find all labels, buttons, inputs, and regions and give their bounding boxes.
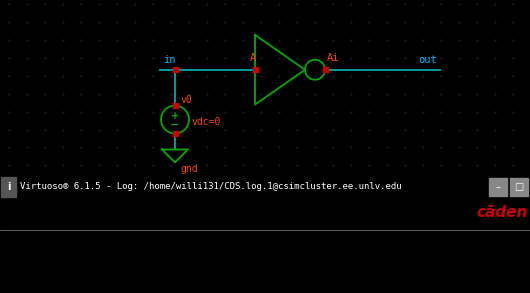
Text: Help: Help xyxy=(130,208,155,218)
Text: A: A xyxy=(250,53,256,63)
Text: Options: Options xyxy=(80,208,123,218)
Text: v0: v0 xyxy=(181,95,193,105)
Text: +: + xyxy=(171,110,179,120)
Bar xyxy=(172,103,178,108)
Text: INFO (SCH-1426): Schematic check completed with no errors.: INFO (SCH-1426): Schematic check complet… xyxy=(5,242,346,252)
Bar xyxy=(172,67,178,72)
Text: File: File xyxy=(10,208,29,218)
Text: in: in xyxy=(163,55,175,65)
Text: Tools: Tools xyxy=(40,208,67,218)
Bar xyxy=(510,178,528,196)
Text: –: – xyxy=(496,182,500,192)
Text: cāden: cāden xyxy=(476,205,528,220)
Bar xyxy=(252,67,258,72)
Text: □: □ xyxy=(515,182,524,192)
Text: Ai: Ai xyxy=(327,53,340,63)
Text: gnd: gnd xyxy=(180,164,198,174)
Bar xyxy=(1,177,16,197)
Text: i: i xyxy=(7,182,10,192)
Bar xyxy=(489,178,507,196)
Text: vdc=0: vdc=0 xyxy=(192,117,222,127)
Text: Virtuoso® 6.1.5 - Log: /home/willi131/CDS.log.1@csimcluster.ee.unlv.edu: Virtuoso® 6.1.5 - Log: /home/willi131/CD… xyxy=(20,182,402,191)
Text: out: out xyxy=(418,55,437,65)
Bar xyxy=(172,131,178,136)
Text: Getting schematic propert bagGetting schematic propert bagINFO (SCH-1181):: Getting schematic propert bagGetting sch… xyxy=(5,269,440,279)
Text: −: − xyxy=(170,120,180,130)
Bar xyxy=(322,67,328,72)
